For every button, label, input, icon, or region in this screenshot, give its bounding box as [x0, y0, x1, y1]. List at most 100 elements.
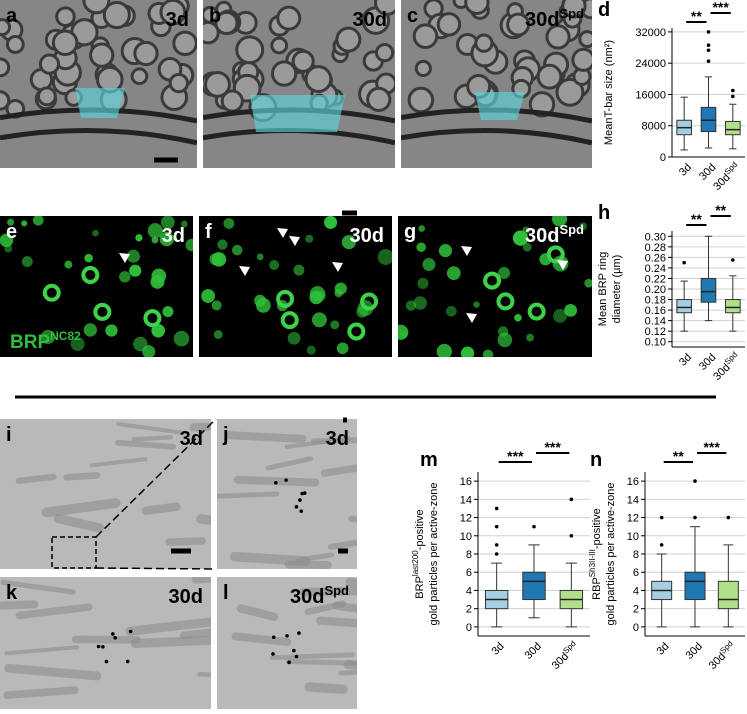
stain-text: BRP: [10, 332, 50, 353]
brp-spot: [315, 291, 325, 301]
micrograph: [401, 0, 600, 168]
significance-label: **: [715, 202, 726, 218]
texture: [134, 437, 171, 439]
x-tick-text: 3d: [677, 161, 694, 178]
brp-spot: [269, 260, 279, 270]
brp-spot: [64, 261, 72, 269]
y-axis-label: gold particles per active-zone: [605, 482, 617, 625]
texture: [2, 604, 34, 605]
texture: [309, 687, 343, 689]
x-tick-label: 30dSpd: [710, 350, 743, 383]
texture: [341, 671, 383, 674]
vesicle: [237, 37, 263, 63]
significance-label: ***: [507, 448, 524, 464]
brp-spot: [223, 218, 234, 229]
outlier: [660, 516, 664, 520]
outlier: [731, 89, 735, 93]
y-tick-label: 8000: [642, 121, 666, 133]
panel-label-text: 30d: [353, 9, 387, 31]
gold-particle: [113, 636, 117, 640]
brp-spot: [256, 298, 271, 313]
vesicle: [38, 88, 55, 105]
y-tick-label: 4: [466, 585, 472, 597]
outlier: [731, 258, 735, 262]
y-tick-label: 16: [627, 476, 639, 488]
texture: [236, 636, 288, 641]
gold-particle: [271, 652, 275, 656]
micrograph: [217, 419, 426, 569]
brp-spot: [406, 300, 416, 310]
y-tick-label: 2: [466, 604, 472, 616]
t-bar: [475, 92, 525, 120]
outlier: [693, 479, 697, 483]
panel-label: 30d: [350, 225, 384, 247]
y-tick-label: 14: [460, 494, 472, 506]
y-tick-label: 14: [627, 494, 639, 506]
y-tick-label: 2: [633, 604, 639, 616]
gold-particle: [272, 635, 276, 639]
texture: [288, 662, 360, 664]
stain-sup: NC82: [50, 329, 81, 343]
brp-spot: [201, 289, 215, 303]
gold-particle: [297, 631, 301, 635]
panel-label-text: 30d: [169, 586, 203, 608]
outlier: [495, 525, 499, 529]
box: [523, 572, 545, 599]
x-tick-text: 3d: [677, 351, 694, 368]
vesicle: [368, 88, 390, 110]
texture: [348, 664, 427, 672]
y-tick-label: 12: [460, 513, 472, 525]
panel-letter: b: [209, 5, 221, 27]
y-tick-label: 32000: [635, 27, 666, 39]
y-axis-label: BRPlast200-positive: [411, 509, 426, 598]
panel-letter: c: [407, 5, 418, 27]
vesicle: [409, 88, 433, 112]
gold-particle: [274, 481, 278, 485]
vesicle: [135, 42, 157, 64]
box: [701, 107, 716, 131]
texture: [135, 640, 209, 643]
vesicle: [84, 0, 109, 13]
chart-letter: n: [590, 449, 602, 471]
box: [718, 581, 738, 608]
vesicle: [538, 65, 561, 88]
chart-letter: h: [598, 202, 610, 224]
x-tick-text: 3d: [489, 640, 506, 657]
vesicle: [0, 59, 9, 76]
panel-label-text: 30d: [350, 225, 384, 247]
texture: [169, 541, 202, 542]
box: [677, 300, 692, 313]
brp-spot: [312, 312, 327, 327]
vesicle: [57, 8, 75, 26]
brp-spot: [151, 275, 165, 289]
panel-letter: e: [6, 221, 17, 243]
brp-spot: [447, 266, 461, 280]
y-tick-label: 10: [627, 531, 639, 543]
vesicle: [222, 91, 242, 111]
brp-spot: [129, 265, 141, 277]
brp-spot: [84, 323, 97, 336]
panel-letter: k: [6, 582, 18, 604]
brp-spot: [4, 245, 12, 253]
gold-particle: [126, 660, 130, 664]
panel-letter: l: [223, 582, 229, 604]
y-label-post: -positive: [591, 508, 603, 549]
brp-spot: [127, 250, 140, 263]
texture: [7, 690, 74, 695]
gold-particle: [299, 509, 303, 513]
brp-spot: [584, 279, 593, 288]
outlier: [693, 516, 697, 520]
brp-spot: [305, 235, 313, 243]
x-tick-label: 3d: [654, 640, 671, 657]
panel-label: 3d: [180, 428, 203, 450]
outlier: [707, 48, 711, 52]
texture: [67, 475, 98, 477]
panel-letter: j: [222, 424, 229, 446]
brp-spot: [232, 245, 242, 255]
vesicle: [466, 0, 488, 14]
vesicle: [272, 62, 295, 85]
y-tick-label: 0.26: [645, 252, 666, 264]
x-tick-label: 30dSpd: [548, 639, 581, 672]
y-axis-label: MeanT-bar size (nm²): [603, 40, 615, 145]
texture: [229, 435, 302, 439]
